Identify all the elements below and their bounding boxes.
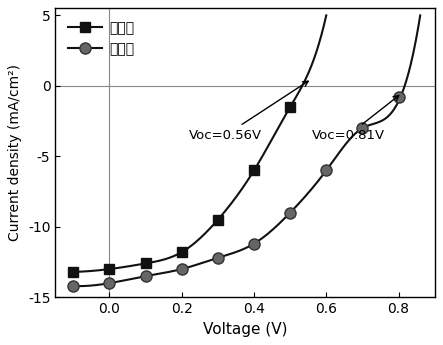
改性后 — [107, 281, 112, 285]
改性后 — [396, 95, 401, 99]
改性前 — [251, 168, 256, 172]
Line: 改性后: 改性后 — [68, 91, 404, 292]
改性后 — [179, 267, 184, 271]
改性前 — [71, 270, 76, 274]
改性前 — [143, 262, 148, 266]
X-axis label: Voltage (V): Voltage (V) — [203, 322, 287, 337]
改性后 — [215, 256, 221, 260]
改性前 — [107, 267, 112, 271]
改性后 — [288, 210, 293, 215]
改性后 — [71, 284, 76, 288]
改性前 — [215, 218, 221, 222]
Line: 改性前: 改性前 — [69, 102, 295, 277]
Legend: 改性前, 改性后: 改性前, 改性后 — [62, 15, 140, 61]
改性前 — [288, 105, 293, 109]
改性后 — [251, 241, 256, 246]
改性后 — [323, 168, 329, 172]
Text: Voc=0.56V: Voc=0.56V — [189, 81, 308, 142]
Y-axis label: Current density (mA/cm²): Current density (mA/cm²) — [8, 64, 22, 241]
改性后 — [143, 274, 148, 278]
Text: Voc=0.81V: Voc=0.81V — [312, 96, 399, 142]
改性前 — [179, 250, 184, 254]
改性后 — [360, 126, 365, 130]
